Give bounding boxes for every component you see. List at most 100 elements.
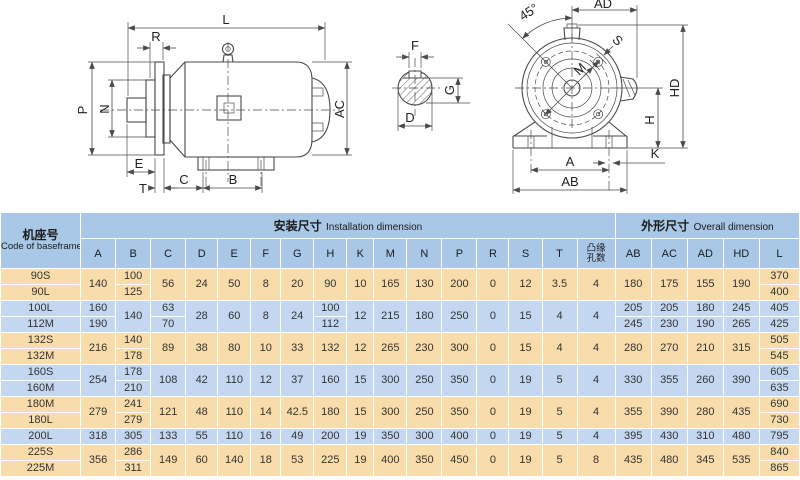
dimension-cell: 110: [217, 364, 252, 397]
baseframe-code-cell: 225M: [0, 460, 82, 477]
dimension-cell: 160: [80, 300, 117, 317]
dimension-cell: 245: [614, 316, 652, 333]
dimension-cell: 180: [406, 300, 443, 333]
baseframe-code-cell: 132M: [0, 348, 82, 365]
dimension-cell: 53: [280, 444, 315, 477]
front-view-drawing: 45° AD S M H HD K A AB: [507, 0, 688, 194]
dimension-cell: 310: [686, 428, 724, 445]
dimension-cell: 10: [346, 268, 375, 301]
dimension-cell: 390: [650, 396, 688, 429]
dimension-cell: 12: [346, 332, 375, 365]
flange-holes-line1: 凸缘: [586, 242, 606, 254]
dimension-cell: 190: [686, 316, 724, 333]
dim-label-C: C: [179, 172, 188, 187]
dimension-cell: 205: [614, 300, 652, 317]
dimension-cell: 19: [346, 444, 375, 477]
baseframe-code-cell: 200L: [0, 428, 82, 445]
dimension-cell: 430: [650, 428, 688, 445]
dimension-cell: 311: [115, 460, 152, 477]
dimension-cell: 300: [441, 332, 478, 365]
terminal-box-front: [619, 76, 638, 102]
dimension-cell: 12: [250, 364, 282, 397]
header-column-row: A B C D E F G H K M N P R S T 凸缘 孔数 AB A…: [1, 238, 800, 269]
dim-label-AD: AD: [594, 0, 612, 11]
dimension-cell: 56: [150, 268, 187, 301]
dim-label-R: R: [151, 29, 160, 44]
dimension-cell: 265: [722, 316, 760, 333]
dimension-table-body: 90S 140 100 56 24 50 8 20 90 10 165 130 200 0 12 3.5 4 18…: [0, 268, 800, 477]
table-row: 132S 216 140 89 38 80 10 33 132 12 265 230 300 0 15 4 4 2…: [0, 332, 800, 365]
dimension-cell: 279: [115, 412, 152, 429]
dimension-cell: 175: [650, 268, 688, 301]
dimension-cell: 155: [686, 268, 724, 301]
dim-label-AB: AB: [561, 174, 578, 189]
baseframe-code-cell: 225S: [0, 444, 82, 461]
dimension-cell: 300: [373, 364, 408, 397]
dimension-cell: 250: [406, 396, 443, 429]
shaft-section-drawing: F G D: [392, 38, 470, 131]
dimension-cell: 210: [115, 380, 152, 397]
dimension-cell: 265: [373, 332, 408, 365]
dimension-cell: 110: [217, 396, 252, 429]
col-header-C: C: [150, 238, 187, 269]
dimension-cell: 48: [185, 396, 219, 429]
col-header-S: S: [508, 238, 543, 269]
dimension-cell: 5: [541, 444, 578, 477]
dimension-cell: 0: [476, 428, 510, 445]
dim-label-K: K: [651, 146, 660, 161]
dim-label-HD: HD: [667, 79, 682, 98]
dimension-cell: 355: [614, 396, 652, 429]
dim-label-D: D: [405, 110, 414, 125]
dimension-cell: 400: [758, 284, 800, 301]
dimension-cell: 4: [576, 268, 616, 301]
baseframe-code-cell: 180L: [0, 412, 82, 429]
dimension-cell: 180: [313, 396, 348, 429]
dimension-cell: 400: [373, 444, 408, 477]
dimension-cell: 480: [722, 428, 760, 445]
dimension-cell: 865: [758, 460, 800, 477]
dimension-cell: 0: [476, 396, 510, 429]
col-header-HD: HD: [722, 238, 760, 269]
dimension-cell: 350: [373, 428, 408, 445]
col-header-N: N: [406, 238, 443, 269]
table-row: 160M 210 635: [0, 380, 800, 397]
dimension-cell: 33: [280, 332, 315, 365]
table-row: 180M 279 241 121 48 110 14 42.5 180 15 300 250 350 0 1…: [0, 396, 800, 429]
dimension-cell: 149: [150, 444, 187, 477]
dimension-cell: 216: [80, 332, 117, 365]
dimension-cell: 4: [541, 300, 578, 333]
col-header-K: K: [346, 238, 375, 269]
dimension-cell: 140: [80, 268, 117, 301]
motor-dimension-diagram: L R P N AC E T C B: [75, 0, 688, 196]
dimension-cell: 450: [441, 444, 478, 477]
dimension-cell: 5: [541, 428, 578, 445]
dimension-cell: 200: [313, 428, 348, 445]
dim-label-N: N: [97, 104, 112, 113]
dimension-cell: 50: [217, 268, 252, 301]
dim-label-A: A: [566, 154, 575, 169]
dimension-cell: 254: [80, 364, 117, 397]
dimension-cell: 315: [722, 332, 760, 365]
dimension-cell: 80: [217, 332, 252, 365]
col-header-T: T: [541, 238, 578, 269]
overall-header-en: Overall dimension: [693, 221, 774, 233]
dimension-cell: 4: [576, 300, 616, 333]
table-row: 225M 311 865: [0, 460, 800, 477]
col-header-B: B: [115, 238, 152, 269]
dimension-table-section: 机座号 Code of baseframe 安装尺寸 Installation …: [0, 212, 800, 480]
dimension-cell: 535: [722, 444, 760, 477]
dimension-cell: 5: [541, 396, 578, 429]
col-header-G: G: [280, 238, 315, 269]
installation-header-en: Installation dimension: [326, 221, 423, 233]
dimension-cell: 15: [508, 300, 543, 333]
dimension-cell: 300: [406, 428, 443, 445]
dimension-table: 机座号 Code of baseframe 安装尺寸 Installation …: [0, 212, 800, 477]
table-row: 112M 190 70 112 245 230 190 265 425: [0, 316, 800, 333]
baseframe-code-cell: 90S: [0, 268, 82, 285]
dimension-cell: 70: [150, 316, 187, 333]
table-row: 200L 318 305 133 55 110 16 49 200 19 350 300 400 0 19 5…: [0, 428, 800, 445]
dimension-cell: 4: [576, 364, 616, 397]
dimension-cell: 225: [313, 444, 348, 477]
dimension-cell: 19: [346, 428, 375, 445]
baseframe-code-cell: 160M: [0, 380, 82, 397]
